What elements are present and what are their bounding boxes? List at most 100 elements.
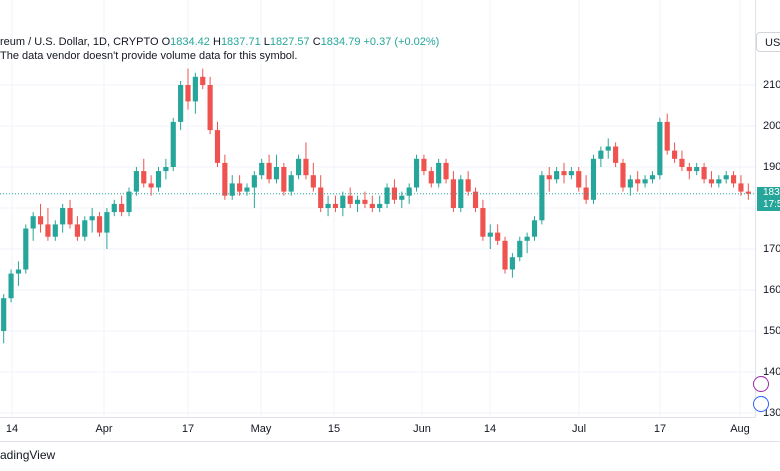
candle-body [325, 203, 331, 208]
y-tick-label: 1900 [763, 161, 780, 173]
chart-pane[interactable] [0, 0, 780, 418]
candle-body [244, 187, 250, 192]
candle-body [104, 212, 110, 233]
candle [74, 216, 80, 241]
candle [613, 142, 619, 167]
candle [649, 171, 656, 184]
candle-body [598, 150, 604, 159]
candle-body [443, 162, 449, 180]
candle [155, 167, 162, 192]
candle-body [15, 269, 22, 274]
candle [45, 208, 51, 241]
candle-body [635, 179, 641, 184]
candle-body [318, 187, 324, 208]
candle-body [288, 175, 294, 192]
candle [60, 203, 66, 233]
compare-circle-icon[interactable] [753, 376, 769, 392]
y-tick-label: 1400 [763, 366, 780, 378]
candle-body [576, 171, 582, 188]
currency-button[interactable]: USD [756, 32, 780, 52]
candle-body [251, 175, 257, 188]
y-tick-label: 1500 [763, 325, 780, 337]
candle-body [561, 171, 567, 176]
candle [605, 138, 611, 159]
symbol-title: reum / U.S. Dollar, 1D, CRYPTO [0, 36, 159, 48]
high-label: H [212, 36, 221, 48]
candle-body [200, 76, 206, 85]
symbol-legend: reum / U.S. Dollar, 1D, CRYPTO O1834.42 … [0, 36, 439, 48]
candlestick-chart[interactable] [0, 0, 755, 418]
y-tick-label: 1600 [763, 284, 780, 296]
candle-body [23, 228, 29, 270]
candle [369, 195, 375, 213]
candle-body [723, 175, 729, 180]
candle-body [509, 257, 515, 270]
candle [192, 72, 198, 114]
candle [325, 195, 331, 217]
candle [273, 154, 280, 184]
currency-circle-icon[interactable] [753, 396, 769, 412]
candle-body [52, 224, 58, 237]
candle [229, 175, 235, 200]
candle [1, 294, 7, 344]
x-tick-label: Jul [571, 423, 587, 435]
candle [509, 253, 515, 278]
candle-body [45, 224, 51, 237]
candle [399, 191, 405, 208]
candle-body [487, 232, 493, 237]
candle-body [229, 183, 235, 196]
candle-body [568, 171, 574, 176]
candle [458, 175, 464, 213]
candle-body [1, 298, 7, 331]
candle [148, 175, 154, 196]
candle [620, 158, 626, 192]
candle-body [8, 273, 14, 299]
candle [546, 167, 552, 192]
candle [598, 146, 604, 167]
candle [406, 183, 412, 204]
candle-body [613, 146, 619, 163]
candle [738, 175, 744, 196]
candle-body [384, 187, 390, 204]
candle-body [185, 85, 191, 102]
candle-body [170, 121, 176, 167]
candle-body [192, 76, 198, 102]
open-label: O [161, 36, 171, 48]
x-tick-label: Aug [730, 423, 750, 435]
candle [288, 171, 294, 196]
candle-body [738, 183, 744, 192]
candle-body [369, 203, 375, 208]
candle [259, 158, 265, 180]
candle-body [502, 240, 508, 270]
candle [89, 208, 95, 233]
candle-body [679, 158, 685, 167]
candle [642, 175, 648, 188]
candle [332, 195, 339, 213]
candle [266, 154, 272, 184]
candle [664, 113, 670, 155]
y-tick-label: 1700 [763, 243, 780, 255]
candle [443, 158, 449, 184]
y-tick-label: 2100 [763, 79, 780, 91]
candle [391, 179, 398, 204]
time-axis[interactable] [0, 417, 755, 440]
candle-body [119, 203, 125, 213]
candle [67, 199, 73, 229]
candle-body [399, 195, 405, 200]
candle [450, 171, 456, 213]
candle-body [377, 203, 383, 208]
candle [472, 187, 479, 213]
candle-body [627, 179, 633, 188]
candle-body [347, 195, 353, 204]
x-tick-label: May [250, 423, 272, 435]
candle [82, 216, 88, 241]
candle-body [458, 179, 464, 208]
candle [517, 236, 523, 262]
x-tick-label: Jun [413, 423, 431, 435]
candle-body [590, 158, 597, 200]
candle [23, 224, 29, 274]
candle-body [642, 179, 648, 184]
candle [207, 76, 213, 135]
candle-body [664, 121, 670, 151]
candle-body [82, 220, 88, 237]
